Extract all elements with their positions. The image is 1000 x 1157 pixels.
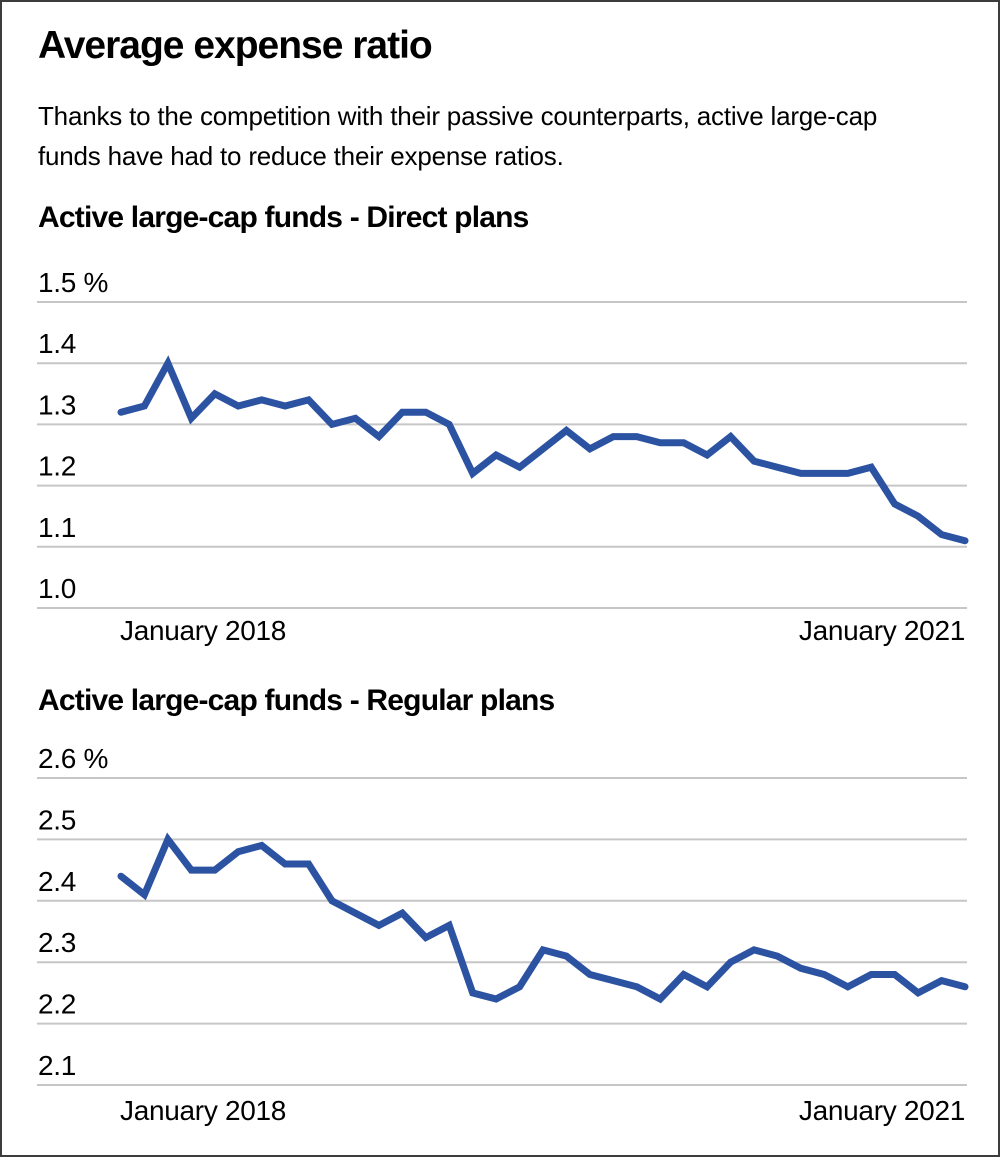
y-axis-tick-label: 2.2	[38, 989, 76, 1020]
y-axis-tick-label: 1.5 %	[38, 267, 108, 298]
y-axis-tick-label: 2.6 %	[38, 743, 108, 774]
y-axis-tick-label: 1.4	[38, 328, 76, 359]
regular-plans-line-chart: 2.6 % 2.5 2.4 2.3 2.2 2.1 January 2018 January …	[37, 743, 969, 1126]
page-title: Average expense ratio	[38, 24, 433, 67]
page-subtitle-line-2: funds have had to reduce their expense r…	[38, 141, 564, 171]
expense-ratio-trend-line	[117, 832, 969, 1004]
x-axis-tick-label-end: January 2021	[799, 615, 965, 646]
y-axis-tick-label: 1.1	[38, 512, 76, 543]
direct-plans-line-chart: 1.5 % 1.4 1.3 1.2 1.1 1.0 January 2018 January …	[37, 267, 969, 646]
y-axis-tick-label: 1.3	[38, 389, 76, 420]
y-axis-tick-label: 2.3	[38, 927, 76, 958]
y-axis-tick-label: 1.0	[38, 573, 76, 604]
page-subtitle-line-1: Thanks to the competition with their pas…	[38, 101, 878, 131]
y-axis-tick-label: 2.5	[38, 804, 76, 835]
page-subtitle: Thanks to the competition with their pas…	[38, 96, 877, 176]
y-axis-tick-label: 2.4	[38, 866, 76, 897]
direct-plans-chart-title: Active large-cap funds - Direct plans	[38, 201, 529, 234]
x-axis-tick-label-start: January 2018	[120, 1095, 286, 1126]
expense-ratio-trend-line	[117, 355, 969, 545]
regular-plans-chart-title: Active large-cap funds - Regular plans	[38, 684, 555, 717]
y-axis-tick-label: 1.2	[38, 451, 76, 482]
x-axis-tick-label-end: January 2021	[799, 1095, 965, 1126]
y-axis-tick-label: 2.1	[38, 1050, 76, 1081]
x-axis-tick-label-start: January 2018	[120, 615, 286, 646]
